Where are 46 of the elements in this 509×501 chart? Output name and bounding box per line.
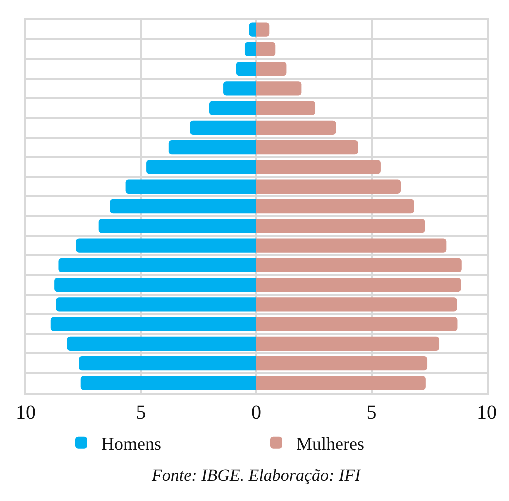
bar [256,42,276,57]
bar [256,160,381,174]
bar [190,120,256,136]
bar [110,199,256,214]
bar [50,317,256,332]
x-tick-label: 5 [136,402,146,424]
bar [256,238,447,253]
x-tick-label: 10 [16,402,36,424]
bar [256,101,316,116]
bar [256,62,287,76]
bar [256,22,270,37]
bar [256,356,428,371]
bar [98,219,256,234]
bar [56,298,256,312]
bar [256,140,358,155]
bar [80,376,256,390]
bar [209,101,256,116]
bar [168,140,256,155]
bar [256,258,462,272]
bar [256,180,402,194]
bar [67,336,256,351]
x-tick-label: 10 [477,402,497,424]
bar [236,62,256,76]
legend-label: Homens [102,434,162,454]
bar [256,82,302,96]
bar [244,42,256,57]
bar [256,298,458,312]
bar [256,120,336,136]
bar [256,317,458,332]
source-note: Fonte: IBGE. Elaboração: IFI [151,466,362,485]
bar [126,180,256,194]
bar [256,376,426,390]
x-tick-label: 5 [366,402,377,424]
legend-label: Mulheres [296,434,364,454]
bar [249,22,256,37]
bar [224,82,256,96]
bar [58,258,256,272]
bar [146,160,256,174]
bar [76,238,256,253]
bar [256,278,462,292]
bar [256,219,426,234]
bar [79,356,256,371]
x-tick-label: 0 [252,402,262,424]
bar [54,278,256,292]
bar [256,199,414,214]
bar [256,336,440,351]
